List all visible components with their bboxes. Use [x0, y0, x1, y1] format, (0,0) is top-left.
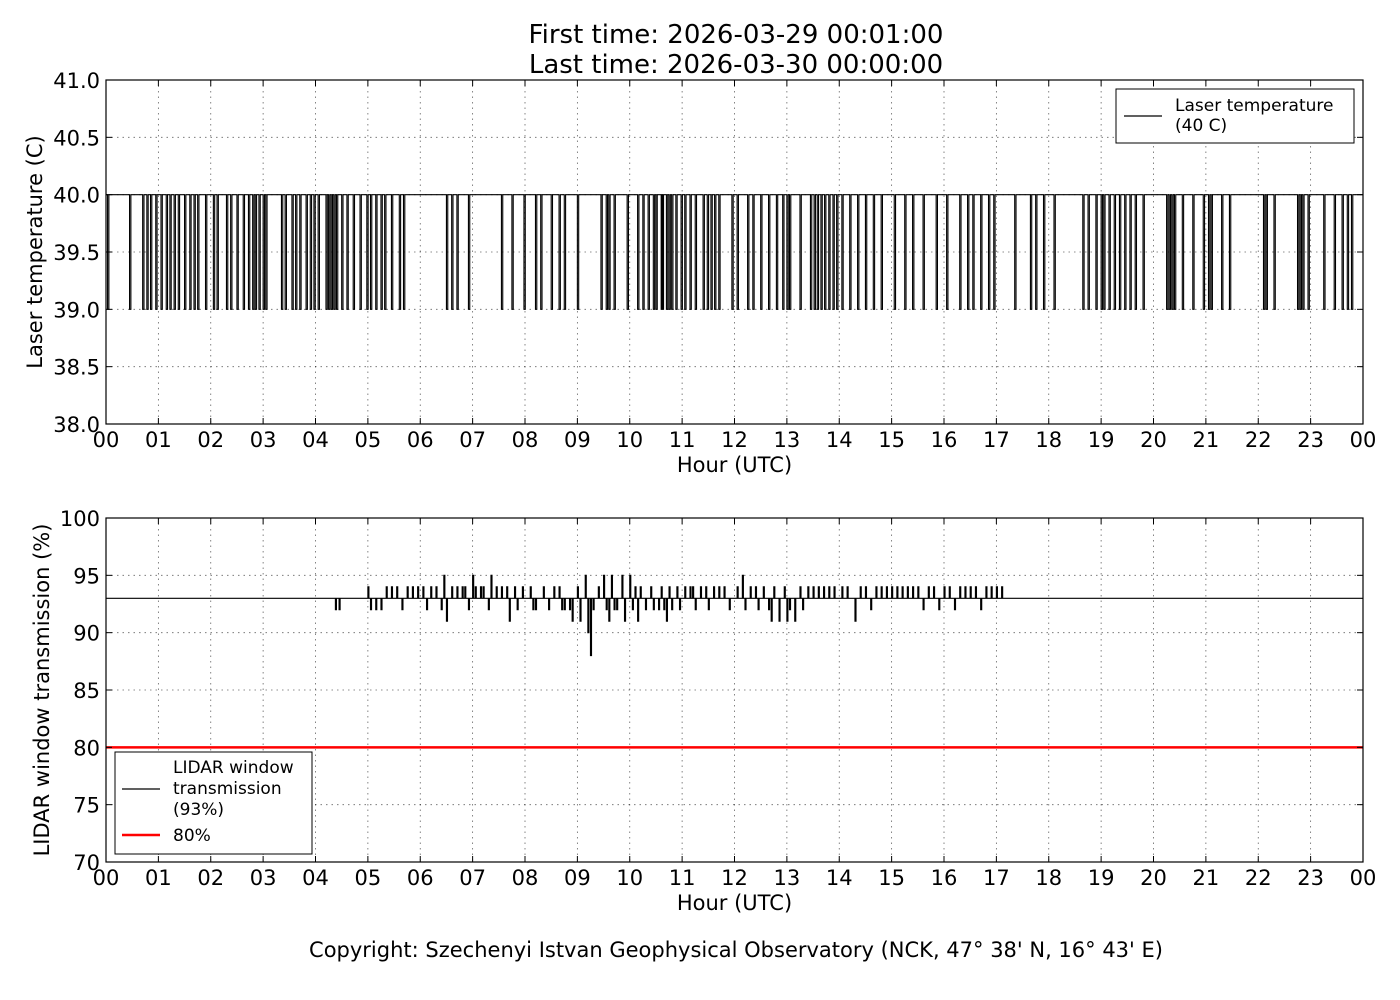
legend-label-laser: (40 C): [1175, 116, 1227, 136]
chart-title-line2: Last time: 2026-03-30 00:00:00: [529, 50, 943, 80]
x-tick-label: 12: [721, 428, 748, 452]
x-tick-label: 16: [931, 866, 958, 890]
legend-box: [1115, 88, 1355, 144]
x-tick-label: 09: [564, 866, 591, 890]
x-tick-label: 00: [93, 428, 120, 452]
x-tick-label: 11: [669, 428, 696, 452]
x-tick-label: 14: [826, 866, 853, 890]
x-tick-label: 07: [459, 866, 486, 890]
x-tick-label: 10: [616, 428, 643, 452]
x-tick-label: 14: [826, 428, 853, 452]
x-axis-label: Hour (UTC): [677, 891, 792, 915]
y-tick-label: 39.5: [53, 241, 100, 265]
x-tick-label: 17: [983, 866, 1010, 890]
x-tick-label: 11: [669, 866, 696, 890]
lidar-transmission-panel: 00 01 02 03 04 05 06 07 08 09 10 11 12 13 14 15 16 17 18 19…: [30, 507, 1376, 915]
x-tick-label: 03: [250, 428, 277, 452]
x-tick-label: 08: [512, 866, 539, 890]
x-tick-label: 18: [1035, 428, 1062, 452]
x-tick-label: 01: [145, 428, 172, 452]
x-tick-label: 03: [250, 866, 277, 890]
legend-label-80: 80%: [173, 826, 211, 846]
x-tick-label: 22: [1245, 428, 1272, 452]
x-tick-label: 15: [878, 428, 905, 452]
y-axis-label: LIDAR window transmission (%): [30, 524, 54, 857]
x-tick-label: 01: [145, 866, 172, 890]
laser-temperature-panel: 00 01 02 03 04 05 06 07 08 09 10 11 12 13 14 15 16 17 18 19…: [23, 69, 1376, 477]
x-tick-label: 02: [197, 428, 224, 452]
y-axis-label: Laser temperature (C): [23, 135, 47, 368]
laser-temperature-line: [106, 194, 1363, 310]
x-tick-label: 02: [197, 866, 224, 890]
y-tick-label: 75: [73, 794, 100, 818]
lidar-transmission-line: [106, 574, 1363, 657]
x-tick-label: 13: [774, 866, 801, 890]
x-tick-label: 06: [407, 428, 434, 452]
y-tick-label: 41.0: [53, 69, 100, 93]
x-tick-label: 21: [1193, 428, 1220, 452]
x-tick-label: 06: [407, 866, 434, 890]
x-tick-label: 20: [1140, 866, 1167, 890]
x-tick-label: 16: [931, 428, 958, 452]
y-tick-label: 38.5: [53, 356, 100, 380]
x-tick-label: 23: [1297, 866, 1324, 890]
y-tick-label: 39.0: [53, 298, 100, 322]
x-tick-label: 05: [355, 866, 382, 890]
x-tick-label: 19: [1088, 428, 1115, 452]
x-tick-label: 13: [774, 428, 801, 452]
y-tick-label: 90: [73, 622, 100, 646]
y-tick-label: 38.0: [53, 413, 100, 437]
x-tick-label: 19: [1088, 866, 1115, 890]
x-tick-label: 09: [564, 428, 591, 452]
y-tick-label: 40.0: [53, 184, 100, 208]
chart-title-line1: First time: 2026-03-29 00:01:00: [529, 20, 944, 50]
legend-label-lidar: transmission: [173, 779, 282, 799]
x-tick-label: 00: [93, 866, 120, 890]
legend-label-lidar: LIDAR window: [173, 758, 294, 778]
x-tick-label: 07: [459, 428, 486, 452]
x-tick-label: 18: [1035, 866, 1062, 890]
x-tick-label: 05: [355, 428, 382, 452]
x-tick-label: 10: [616, 866, 643, 890]
y-tick-label: 85: [73, 679, 100, 703]
x-tick-label: 04: [302, 866, 329, 890]
x-tick-label: 00: [1350, 428, 1377, 452]
x-axis-label: Hour (UTC): [677, 453, 792, 477]
y-tick-label: 80: [73, 736, 100, 760]
x-tick-label: 08: [512, 428, 539, 452]
y-tick-label: 70: [73, 851, 100, 875]
x-tick-label: 22: [1245, 866, 1272, 890]
x-tick-label: 04: [302, 428, 329, 452]
legend-box: [114, 751, 313, 855]
x-tick-label: 20: [1140, 428, 1167, 452]
x-tick-label: 21: [1193, 866, 1220, 890]
y-tick-label: 95: [73, 564, 100, 588]
x-tick-label: 17: [983, 428, 1010, 452]
y-tick-label: 40.5: [53, 126, 100, 150]
x-tick-label: 12: [721, 866, 748, 890]
x-tick-label: 15: [878, 866, 905, 890]
x-tick-label: 23: [1297, 428, 1324, 452]
y-tick-label: 100: [60, 507, 100, 531]
copyright-footer: Copyright: Szechenyi Istvan Geophysical …: [309, 938, 1163, 962]
x-tick-label: 00: [1350, 866, 1377, 890]
legend-label-laser: Laser temperature: [1175, 96, 1333, 116]
legend: Laser temperature(40 C): [1115, 88, 1355, 144]
legend-label-lidar: (93%): [173, 800, 224, 820]
